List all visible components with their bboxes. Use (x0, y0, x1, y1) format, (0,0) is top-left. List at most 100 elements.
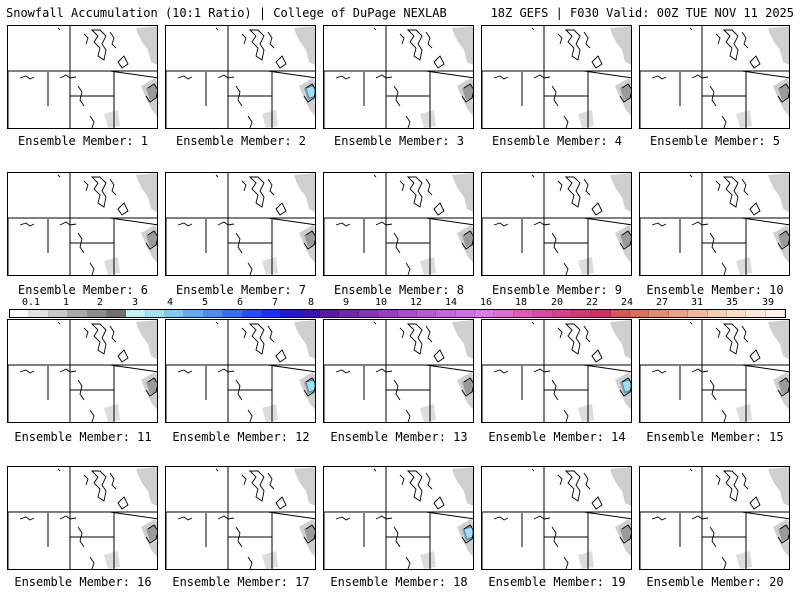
colorbar-tick-label: 39 (761, 297, 775, 308)
colorbar-swatch (552, 310, 572, 317)
colorbar-tick-label: 0.1 (21, 297, 41, 308)
colorbar-swatch (339, 310, 359, 317)
ensemble-map-20 (639, 466, 790, 570)
colorbar-tick-label: 8 (307, 297, 315, 308)
ensemble-member-label: Ensemble Member: 19 (488, 575, 626, 589)
ensemble-map-13 (323, 319, 474, 423)
colorbar-swatch (765, 310, 785, 317)
colorbar-swatch (106, 310, 127, 317)
ensemble-member-label: Ensemble Member: 14 (488, 430, 626, 444)
snowfall-colorbar: 0.1 1 2 3 4 5 6 7 8 9 10 12 14 16 18 20 22 24 27 31 35 39 (9, 297, 786, 319)
colorbar-swatch (242, 310, 262, 317)
ensemble-map-19 (481, 466, 632, 570)
ensemble-member-label: Ensemble Member: 9 (491, 283, 623, 297)
ensemble-member-label: Ensemble Member: 10 (646, 283, 784, 297)
colorbar-swatch (87, 310, 107, 317)
colorbar-tick-label: 16 (479, 297, 493, 308)
ensemble-map-16 (7, 466, 158, 570)
ensemble-member-label: Ensemble Member: 3 (333, 134, 465, 148)
ensemble-member-label: Ensemble Member: 20 (646, 575, 784, 589)
ensemble-member-label: Ensemble Member: 16 (14, 575, 152, 589)
colorbar-tick-label: 6 (236, 297, 244, 308)
colorbar-tick-label: 18 (514, 297, 528, 308)
ensemble-map-14 (481, 319, 632, 423)
colorbar-tick-label: 7 (271, 297, 279, 308)
colorbar-swatch (591, 310, 611, 317)
ensemble-member-label: Ensemble Member: 13 (330, 430, 468, 444)
ensemble-member-label: Ensemble Member: 1 (17, 134, 149, 148)
ensemble-member-label: Ensemble Member: 6 (17, 283, 149, 297)
colorbar-swatch (649, 310, 669, 317)
ensemble-map-9 (481, 172, 632, 276)
colorbar-swatch (203, 310, 224, 317)
ensemble-member-label: Ensemble Member: 8 (333, 283, 465, 297)
ensemble-member-label: Ensemble Member: 12 (172, 430, 310, 444)
colorbar-tick-label: 20 (550, 297, 564, 308)
colorbar-swatch (455, 310, 475, 317)
colorbar-swatch (416, 310, 437, 317)
ensemble-member-label: Ensemble Member: 4 (491, 134, 623, 148)
colorbar-swatch (10, 310, 30, 317)
colorbar-swatch (261, 310, 282, 317)
ensemble-map-11 (7, 319, 158, 423)
ensemble-member-label: Ensemble Member: 15 (646, 430, 784, 444)
colorbar-swatch (494, 310, 514, 317)
ensemble-member-label: Ensemble Member: 7 (175, 283, 307, 297)
colorbar-swatch (707, 310, 727, 317)
ensemble-map-8 (323, 172, 474, 276)
colorbar-tick-label: 9 (342, 297, 350, 308)
colorbar-swatch (29, 310, 49, 317)
colorbar-tick-label: 4 (166, 297, 174, 308)
ensemble-member-label: Ensemble Member: 18 (330, 575, 468, 589)
ensemble-member-label: Ensemble Member: 11 (14, 430, 152, 444)
colorbar-swatch (533, 310, 553, 317)
colorbar-swatch (223, 310, 243, 317)
colorbar-tick-label: 14 (444, 297, 458, 308)
colorbar-swatch (513, 310, 534, 317)
ensemble-map-3 (323, 25, 474, 129)
colorbar-swatch (630, 310, 650, 317)
colorbar-swatch (358, 310, 379, 317)
colorbar-swatch (68, 310, 88, 317)
colorbar-swatch (610, 310, 630, 317)
ensemble-map-12 (165, 319, 316, 423)
ensemble-map-7 (165, 172, 316, 276)
colorbar-swatch (320, 310, 340, 317)
colorbar-tick-label: 1 (62, 297, 70, 308)
colorbar-swatch (300, 310, 320, 317)
ensemble-member-label: Ensemble Member: 17 (172, 575, 310, 589)
ensemble-map-5 (639, 25, 790, 129)
colorbar-swatch (668, 310, 689, 317)
ensemble-map-1 (7, 25, 158, 129)
colorbar-swatch (571, 310, 592, 317)
colorbar-swatches (9, 309, 786, 318)
colorbar-tick-label: 24 (620, 297, 634, 308)
ensemble-map-15 (639, 319, 790, 423)
colorbar-tick-label: 22 (585, 297, 599, 308)
ensemble-map-4 (481, 25, 632, 129)
ensemble-map-6 (7, 172, 158, 276)
ensemble-map-10 (639, 172, 790, 276)
ensemble-map-18 (323, 466, 474, 570)
colorbar-swatch (48, 310, 69, 317)
colorbar-swatch (145, 310, 165, 317)
colorbar-tick-label: 10 (374, 297, 388, 308)
colorbar-swatch (726, 310, 747, 317)
colorbar-swatch (436, 310, 456, 317)
colorbar-swatch (165, 310, 185, 317)
colorbar-tick-label: 2 (96, 297, 104, 308)
colorbar-swatch (397, 310, 417, 317)
ensemble-map-17 (165, 466, 316, 570)
colorbar-tick-label: 27 (655, 297, 669, 308)
colorbar-swatch (688, 310, 708, 317)
colorbar-tick-label: 5 (201, 297, 209, 308)
colorbar-swatch (184, 310, 204, 317)
ensemble-member-label: Ensemble Member: 2 (175, 134, 307, 148)
model-run-info: 18Z GEFS | F030 Valid: 00Z TUE NOV 11 20… (490, 6, 794, 20)
colorbar-swatch (475, 310, 495, 317)
ensemble-map-2 (165, 25, 316, 129)
colorbar-tick-label: 31 (690, 297, 704, 308)
colorbar-swatch (281, 310, 301, 317)
colorbar-swatch (378, 310, 398, 317)
map-title: Snowfall Accumulation (10:1 Ratio) | Col… (6, 6, 447, 20)
